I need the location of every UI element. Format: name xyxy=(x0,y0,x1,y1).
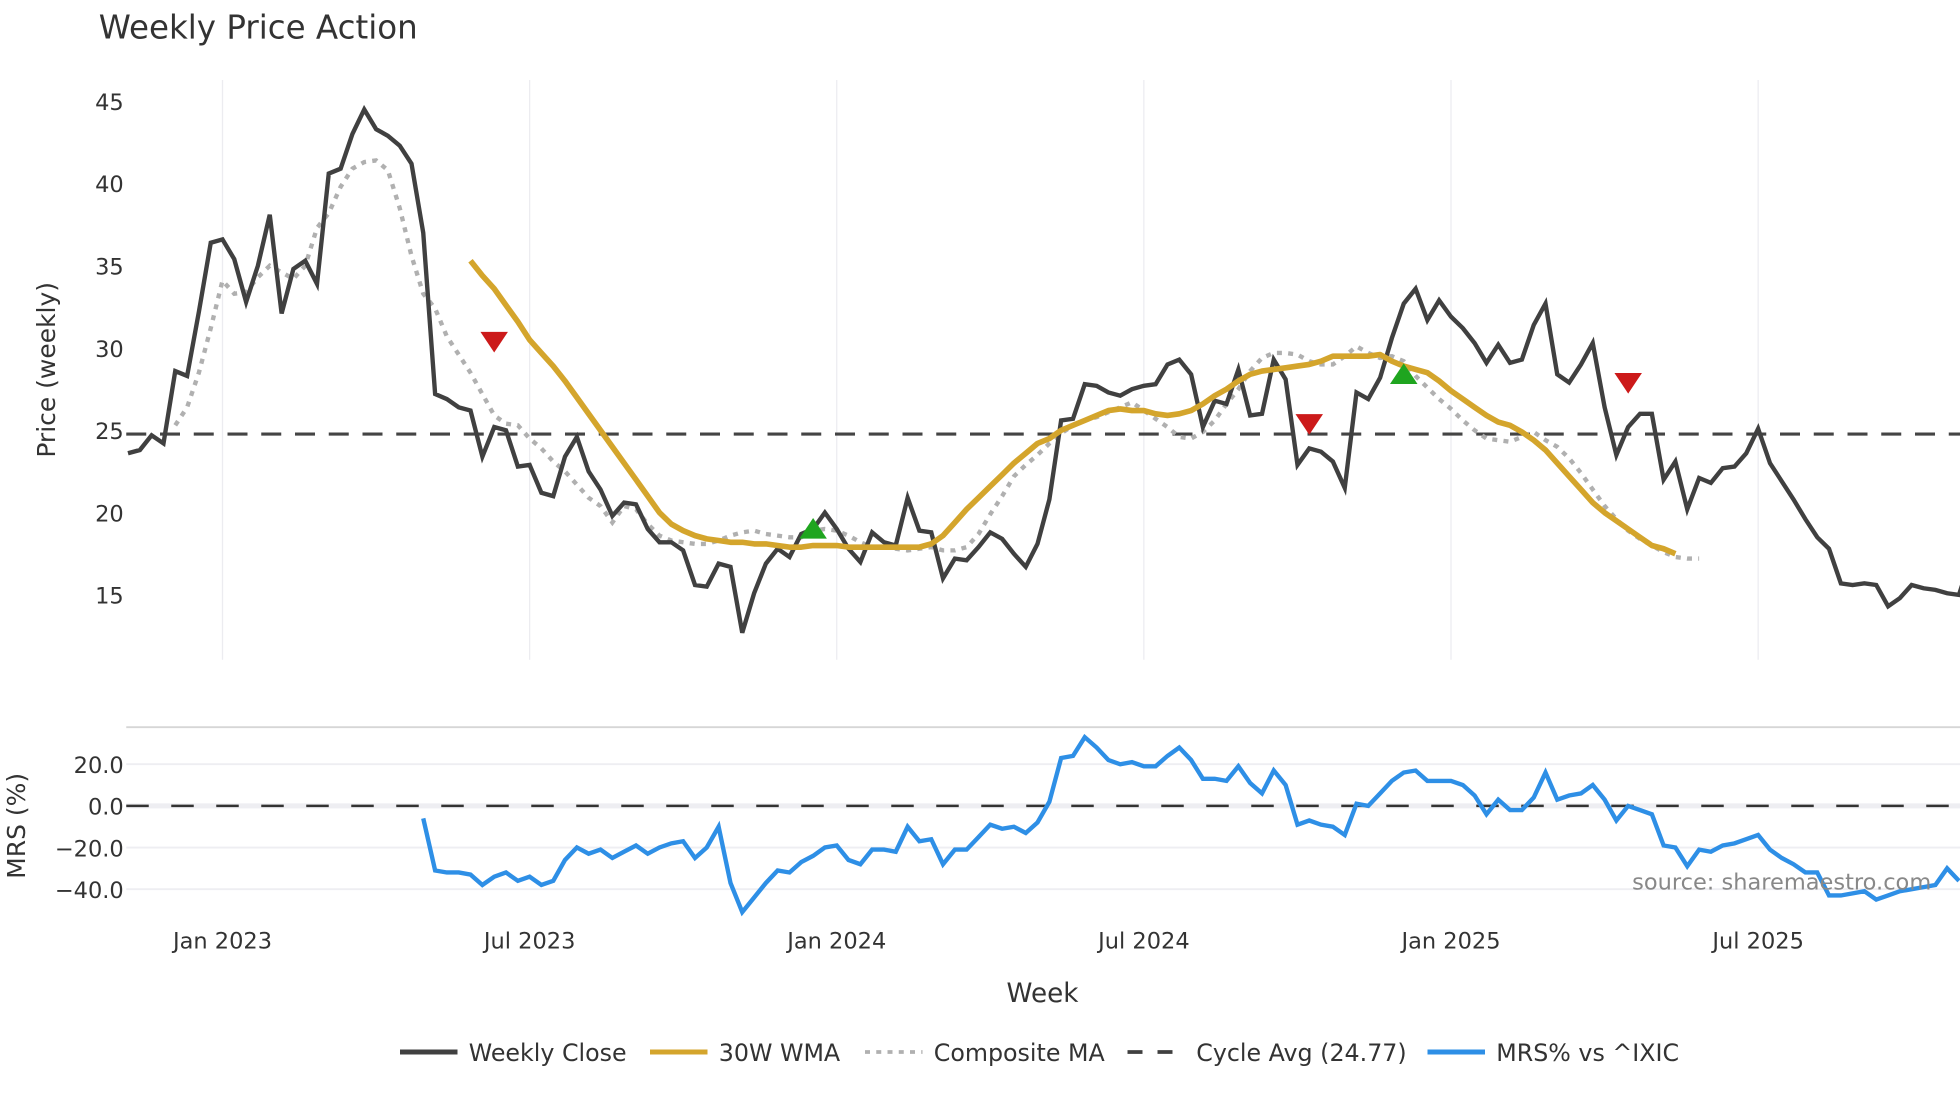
mrs-ytick-label: −20.0 xyxy=(55,836,124,862)
sell-signal-marker-icon xyxy=(1295,414,1323,435)
mrs-ytick-label: 0.0 xyxy=(88,795,124,821)
legend-item-label: MRS% vs ^IXIC xyxy=(1496,1039,1679,1067)
signal-markers xyxy=(480,331,1642,539)
x-axis-label: Week xyxy=(1007,979,1080,1009)
price-ytick-label: 25 xyxy=(95,419,124,445)
x-tick-label: Jul 2023 xyxy=(482,928,576,954)
mrs-y-axis-ticks: 20.0 0.0 −20.0 −40.0 xyxy=(55,753,124,904)
x-tick-label: Jul 2024 xyxy=(1096,928,1190,954)
composite-ma-line xyxy=(173,158,1700,561)
legend: Weekly Close 30W WMA Composite MA Cycle Avg… xyxy=(400,1039,1679,1067)
price-ytick-label: 30 xyxy=(95,337,124,363)
mrs-y-axis-label: MRS (%) xyxy=(2,773,31,879)
x-tick-label: Jan 2024 xyxy=(785,928,886,954)
price-panel-grid xyxy=(221,79,1759,660)
mrs-ytick-label: 20.0 xyxy=(74,753,124,779)
sell-signal-marker-icon xyxy=(1614,372,1642,394)
mrs-line xyxy=(421,733,1960,917)
price-ytick-label: 15 xyxy=(95,584,124,610)
x-tick-label: Jan 2023 xyxy=(171,928,272,954)
mrs-ytick-label: −40.0 xyxy=(55,878,124,904)
legend-item-label: Composite MA xyxy=(934,1039,1106,1067)
legend-item-label: 30W WMA xyxy=(719,1039,841,1067)
price-y-axis-ticks: 15 20 25 30 35 40 45 xyxy=(95,90,124,610)
buy-signal-marker-icon xyxy=(1390,363,1418,384)
price-ytick-label: 45 xyxy=(95,90,124,116)
price-y-axis-label: Price (weekly) xyxy=(32,282,61,458)
price-ytick-label: 40 xyxy=(95,172,124,198)
price-ytick-label: 35 xyxy=(95,255,124,281)
source-annotation: source: sharemaestro.com xyxy=(1632,870,1931,896)
x-tick-label: Jan 2025 xyxy=(1399,928,1500,954)
price-ytick-label: 20 xyxy=(95,501,124,527)
chart-title: Weekly Price Action xyxy=(99,9,418,47)
legend-item-label: Weekly Close xyxy=(469,1039,627,1067)
weekly-close-line xyxy=(127,104,1960,634)
x-axis-ticks: Jan 2023 Jul 2023 Jan 2024 Jul 2024 Jan 2025… xyxy=(171,928,1804,954)
buy-signal-marker-icon xyxy=(799,518,827,539)
x-tick-label: Jul 2025 xyxy=(1710,928,1804,954)
legend-item-label: Cycle Avg (24.77) xyxy=(1196,1039,1406,1067)
wma-30w-line xyxy=(468,259,1677,557)
series-lines xyxy=(126,104,1960,917)
sell-signal-marker-icon xyxy=(480,331,508,353)
